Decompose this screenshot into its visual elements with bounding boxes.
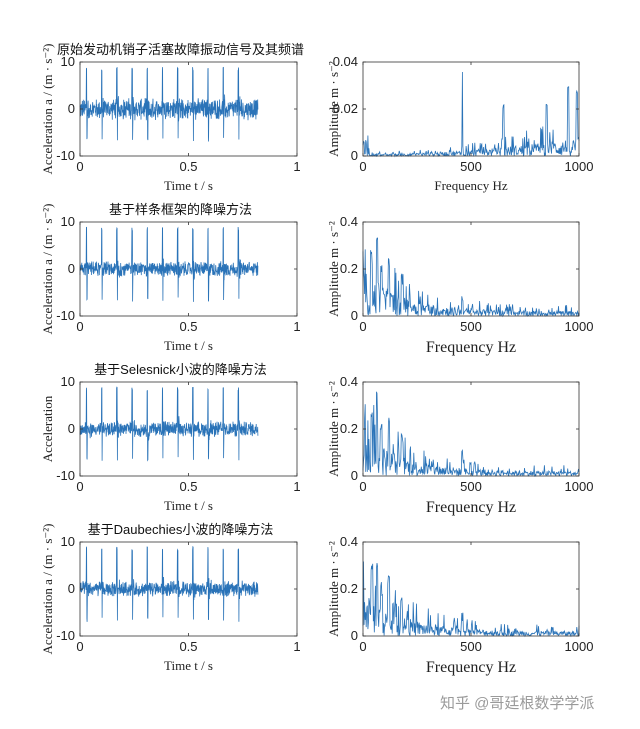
y-tick-label: -10 bbox=[56, 308, 75, 323]
x-tick-label: 0 bbox=[359, 639, 366, 654]
y-axis-label: Acceleration a / (m · s⁻²) bbox=[40, 44, 55, 175]
y-tick-label: 0.04 bbox=[333, 54, 358, 69]
y-tick-label: -10 bbox=[56, 148, 75, 163]
y-tick-label: 0.4 bbox=[340, 214, 358, 229]
series-line-6 bbox=[362, 391, 580, 478]
y-tick-label: 0 bbox=[68, 101, 75, 116]
y-tick-label: 0 bbox=[68, 581, 75, 596]
x-axis-label: Time t / s bbox=[164, 498, 213, 513]
series-line-2 bbox=[362, 71, 580, 158]
plot-frame bbox=[362, 381, 580, 477]
y-tick-label: 10 bbox=[61, 54, 75, 69]
y-tick-label: 0.2 bbox=[340, 421, 358, 436]
plot-frame bbox=[362, 61, 580, 157]
y-axis-label: Amplitude m · s⁻² bbox=[326, 381, 341, 477]
x-tick-label: 0.5 bbox=[179, 639, 197, 654]
series-line-3 bbox=[79, 226, 259, 302]
x-axis-label: Frequency Hz bbox=[434, 178, 508, 193]
x-tick-label: 0.5 bbox=[179, 159, 197, 174]
series-line-4 bbox=[362, 237, 580, 318]
y-axis-label: Acceleration bbox=[40, 395, 55, 462]
x-axis-label: Frequency Hz bbox=[426, 659, 516, 676]
series-line-5 bbox=[79, 386, 259, 462]
x-tick-label: 500 bbox=[460, 639, 482, 654]
x-tick-label: 1000 bbox=[565, 159, 594, 174]
chart-title: 基于Daubechies小波的降噪方法 bbox=[88, 522, 274, 537]
y-tick-label: 0 bbox=[68, 261, 75, 276]
y-tick-label: 0 bbox=[351, 628, 358, 643]
y-tick-label: 0.2 bbox=[340, 261, 358, 276]
y-tick-label: 10 bbox=[61, 214, 75, 229]
series-line-8 bbox=[362, 561, 580, 638]
x-tick-label: 0 bbox=[359, 479, 366, 494]
y-tick-label: 0 bbox=[68, 421, 75, 436]
chart-panel-4: 0 500 1000 0.4 0.2 0 Frequency Hz Amplitude m ·… bbox=[326, 214, 593, 356]
y-tick-label: -10 bbox=[56, 628, 75, 643]
watermark: 知乎 @哥廷根数学学派 bbox=[440, 695, 595, 712]
y-tick-label: 0.2 bbox=[340, 581, 358, 596]
chart-title: 基于样条框架的降噪方法 bbox=[109, 202, 252, 217]
chart-panel-8: 0 500 1000 0.4 0.2 0 Frequency Hz Amplitude m ·… bbox=[326, 534, 593, 676]
x-axis-label: Frequency Hz bbox=[426, 339, 516, 356]
x-tick-label: 1 bbox=[293, 639, 300, 654]
y-tick-label: 10 bbox=[61, 374, 75, 389]
y-axis-label: Acceleration a / (m · s⁻²) bbox=[40, 204, 55, 335]
y-tick-label: -10 bbox=[56, 468, 75, 483]
y-axis-label: Amplitude m · s⁻² bbox=[326, 221, 341, 317]
x-tick-label: 1000 bbox=[565, 639, 594, 654]
y-tick-label: 0 bbox=[351, 308, 358, 323]
y-tick-label: 0.4 bbox=[340, 374, 358, 389]
x-tick-label: 0 bbox=[359, 159, 366, 174]
x-axis-label: Time t / s bbox=[164, 178, 213, 193]
x-tick-label: 0 bbox=[76, 319, 83, 334]
x-tick-label: 1 bbox=[293, 159, 300, 174]
y-tick-label: 0 bbox=[351, 148, 358, 163]
series-line-1 bbox=[79, 66, 259, 142]
x-tick-label: 1000 bbox=[565, 319, 594, 334]
chart-title: 基于Selesnick小波的降噪方法 bbox=[94, 362, 267, 377]
x-tick-label: 0 bbox=[359, 319, 366, 334]
series-line-7 bbox=[79, 545, 259, 622]
y-tick-label: 0 bbox=[351, 468, 358, 483]
x-tick-label: 0.5 bbox=[179, 319, 197, 334]
x-axis-label: Frequency Hz bbox=[426, 499, 516, 516]
chart-panel-6: 0 500 1000 0.4 0.2 0 Frequency Hz Amplitude m ·… bbox=[326, 374, 593, 516]
chart-title: 原始发动机销子活塞故障振动信号及其频谱 bbox=[57, 42, 304, 57]
x-tick-label: 500 bbox=[460, 479, 482, 494]
y-axis-label: Amplitude m · s⁻² bbox=[326, 541, 341, 637]
y-axis-label: Amplitude m · s⁻² bbox=[326, 61, 341, 157]
y-tick-label: 0.4 bbox=[340, 534, 358, 549]
chart-panel-2: 0 500 1000 0.04 0.02 0 Frequency Hz Amplitude m… bbox=[326, 54, 593, 193]
x-axis-label: Time t / s bbox=[164, 338, 213, 353]
x-tick-label: 0.5 bbox=[179, 479, 197, 494]
y-axis-label: Acceleration a / (m · s⁻²) bbox=[40, 524, 55, 655]
x-tick-label: 0 bbox=[76, 159, 83, 174]
y-tick-label: 10 bbox=[61, 534, 75, 549]
x-tick-label: 500 bbox=[460, 159, 482, 174]
plot-frame bbox=[362, 541, 580, 637]
x-tick-label: 0 bbox=[76, 639, 83, 654]
x-tick-label: 0 bbox=[76, 479, 83, 494]
x-tick-label: 1 bbox=[293, 479, 300, 494]
y-tick-label: 0.02 bbox=[333, 101, 358, 116]
x-tick-label: 1000 bbox=[565, 479, 594, 494]
x-tick-label: 500 bbox=[460, 319, 482, 334]
x-tick-label: 1 bbox=[293, 319, 300, 334]
x-axis-label: Time t / s bbox=[164, 658, 213, 673]
